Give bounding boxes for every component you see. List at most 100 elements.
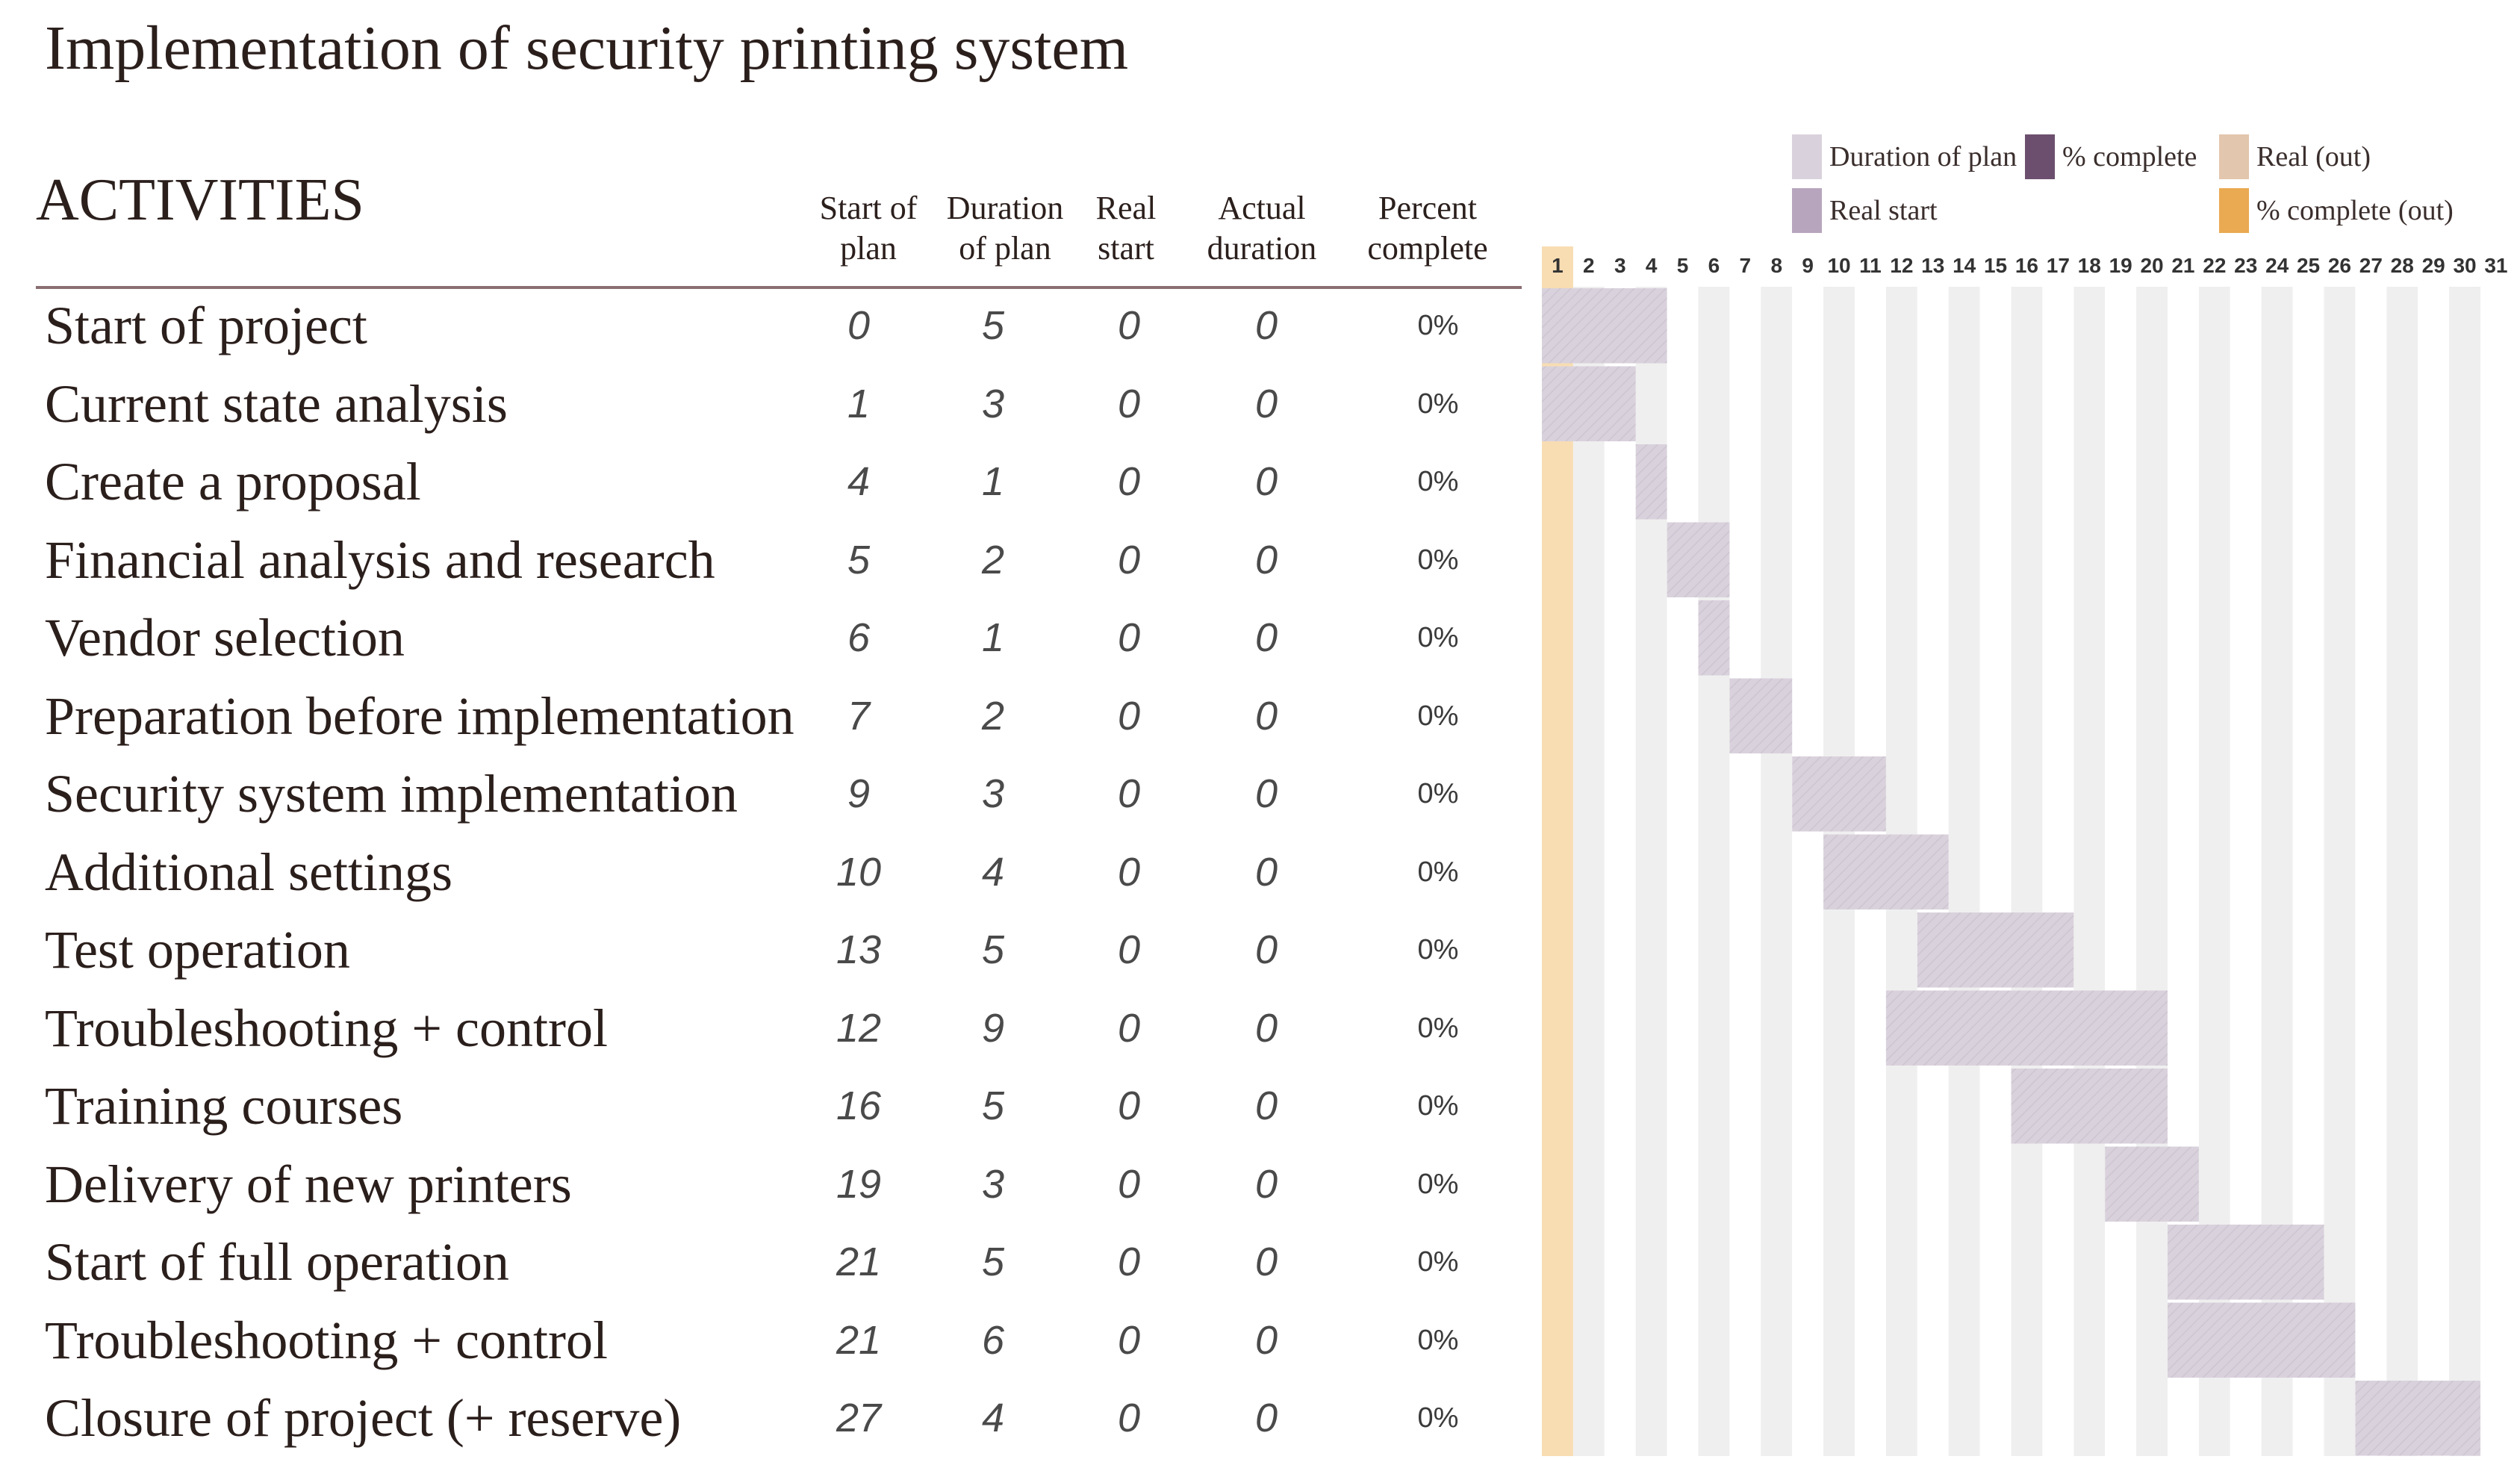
activity-name: Financial analysis and research — [45, 529, 715, 590]
period-tick-label: 10 — [1827, 254, 1850, 277]
start-of-plan-cell: 21 — [836, 1240, 882, 1284]
activity-row: Security system implementation 9 3 0 0 0% — [0, 755, 1531, 833]
actual-duration-cell: 0 — [1254, 1083, 1278, 1128]
activity-name: Start of full operation — [45, 1232, 509, 1292]
plan-duration-bar — [2105, 1146, 2199, 1222]
period-column — [1604, 287, 1636, 1456]
period-tick-label: 24 — [2265, 254, 2289, 277]
duration-of-plan-cell: 5 — [981, 303, 1005, 348]
start-of-plan-cell: 27 — [836, 1396, 882, 1440]
page-title: Implementation of security printing syst… — [45, 13, 1129, 83]
actual-duration-header: Actual duration — [1207, 190, 1317, 267]
period-tick-label: 15 — [1984, 254, 2007, 277]
period-tick-label: 28 — [2391, 254, 2414, 277]
duration-of-plan-cell: 4 — [981, 849, 1005, 895]
activity-row: Troubleshooting + control 21 6 0 0 0% — [0, 1302, 1531, 1379]
duration-of-plan-cell: 1 — [981, 615, 1005, 660]
activity-row: Closure of project (+ reserve) 27 4 0 0 0% — [0, 1379, 1531, 1457]
duration-of-plan-cell: 5 — [981, 927, 1005, 972]
start-of-plan-cell: 5 — [847, 537, 871, 582]
plan-duration-bar — [1542, 288, 1667, 364]
percent-complete-cell: 0% — [1417, 544, 1459, 576]
activities-header: ACTIVITIES — [36, 167, 364, 233]
percent-complete-cell: 0% — [1417, 700, 1459, 732]
period-column — [2480, 287, 2512, 1456]
header-divider — [36, 286, 1522, 289]
period-tick-label: 31 — [2484, 254, 2507, 277]
period-tick-label: 21 — [2171, 254, 2194, 277]
activity-row: Delivery of new printers 19 3 0 0 0% — [0, 1145, 1531, 1223]
period-tick-label: 19 — [2109, 254, 2132, 277]
legend-swatch-real-start — [1792, 188, 1822, 233]
period-tick-label: 13 — [1921, 254, 1944, 277]
activity-row: Current state analysis 1 3 0 0 0% — [0, 365, 1531, 443]
legend-swatch-pct-complete — [2025, 134, 2055, 179]
percent-complete-cell: 0% — [1417, 388, 1459, 420]
period-tick-label: 29 — [2422, 254, 2445, 277]
start-of-plan-cell: 21 — [836, 1317, 882, 1363]
plan-duration-bar — [1917, 912, 2074, 988]
actual-duration-cell: 0 — [1254, 1317, 1278, 1363]
real-start-cell: 0 — [1117, 927, 1141, 972]
actual-duration-cell: 0 — [1254, 927, 1278, 972]
period-column — [1948, 287, 1980, 1456]
duration-of-plan-cell: 4 — [981, 1396, 1005, 1440]
duration-of-plan-cell: 6 — [981, 1317, 1005, 1363]
percent-complete-cell: 0% — [1417, 1246, 1459, 1278]
start-of-plan-header: Start of plan — [819, 190, 918, 267]
plan-duration-bar — [2168, 1302, 2356, 1378]
period-tick-label: 25 — [2297, 254, 2320, 277]
actual-duration-cell: 0 — [1254, 615, 1278, 660]
period-tick-label: 11 — [1859, 254, 1882, 277]
activity-row: Preparation before implementation 7 2 0 0 0% — [0, 677, 1531, 755]
period-tick-label: 5 — [1677, 254, 1689, 277]
activity-name: Preparation before implementation — [45, 685, 794, 746]
period-tick-label: 26 — [2328, 254, 2351, 277]
activity-row: Create a proposal 4 1 0 0 0% — [0, 443, 1531, 520]
period-tick-label: 7 — [1740, 254, 1752, 277]
plan-duration-bar — [2011, 1069, 2168, 1144]
real-start-cell: 0 — [1117, 1083, 1141, 1128]
activity-name: Vendor selection — [45, 608, 405, 668]
duration-of-plan-cell: 5 — [981, 1240, 1005, 1284]
period-column — [1761, 287, 1793, 1456]
period-column — [1729, 287, 1761, 1456]
actual-duration-cell: 0 — [1254, 771, 1278, 816]
period-tick-label: 8 — [1770, 254, 1782, 277]
period-tick-label: 16 — [2015, 254, 2038, 277]
period-column — [2386, 287, 2418, 1456]
duration-of-plan-cell: 3 — [981, 771, 1005, 816]
period-tick-label: 1 — [1552, 254, 1564, 277]
period-column — [1698, 287, 1730, 1456]
activity-name: Troubleshooting + control — [45, 1310, 608, 1370]
plan-duration-bar — [1667, 522, 1730, 597]
duration-of-plan-header: Duration of plan — [946, 190, 1064, 267]
start-of-plan-cell: 6 — [847, 615, 871, 660]
period-tick-label: 23 — [2234, 254, 2257, 277]
plan-duration-bar — [1823, 834, 1949, 909]
period-column — [2073, 287, 2106, 1456]
period-column — [1667, 287, 1699, 1456]
percent-complete-cell: 0% — [1417, 934, 1459, 965]
actual-duration-cell: 0 — [1254, 693, 1278, 738]
actual-duration-cell: 0 — [1254, 381, 1278, 426]
actual-duration-cell: 0 — [1254, 1396, 1278, 1440]
percent-complete-cell: 0% — [1417, 778, 1459, 809]
actual-duration-cell: 0 — [1254, 303, 1278, 348]
activity-name: Training courses — [45, 1076, 403, 1136]
percent-complete-cell: 0% — [1417, 466, 1459, 497]
period-column — [2011, 287, 2043, 1456]
legend-swatch-plan — [1792, 134, 1822, 179]
period-column — [2042, 287, 2074, 1456]
period-column — [2355, 287, 2387, 1456]
real-start-header: Real start — [1095, 190, 1157, 267]
percent-complete-cell: 0% — [1417, 1324, 1459, 1356]
actual-duration-cell: 0 — [1254, 1005, 1278, 1051]
plan-duration-bar — [2355, 1381, 2480, 1456]
period-column — [2324, 287, 2356, 1456]
legend-swatch-real-out — [2219, 134, 2249, 179]
activity-row: Start of project 0 5 0 0 0% — [0, 287, 1531, 364]
start-of-plan-cell: 12 — [836, 1005, 882, 1051]
period-tick-label: 2 — [1583, 254, 1595, 277]
